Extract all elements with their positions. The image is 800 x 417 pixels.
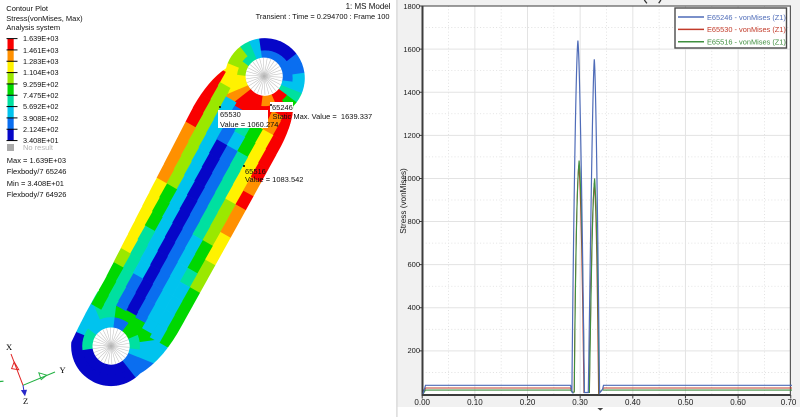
svg-text:E65516 - vonMises (Z1): E65516 - vonMises (Z1) <box>707 38 786 47</box>
svg-text:E65246 - vonMises (Z1): E65246 - vonMises (Z1) <box>707 13 786 22</box>
svg-text:E65530 - vonMises (Z1): E65530 - vonMises (Z1) <box>707 25 786 34</box>
svg-text:Stress (vonMises): Stress (vonMises) <box>399 168 408 234</box>
